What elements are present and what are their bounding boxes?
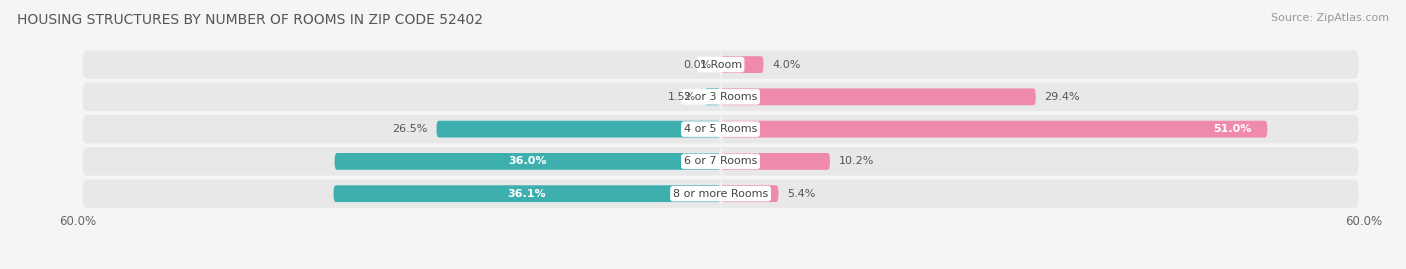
FancyBboxPatch shape — [83, 147, 1358, 176]
Text: 26.5%: 26.5% — [392, 124, 427, 134]
FancyBboxPatch shape — [721, 153, 830, 170]
FancyBboxPatch shape — [83, 115, 1358, 143]
Text: 1.5%: 1.5% — [668, 92, 696, 102]
Text: 0.0%: 0.0% — [683, 59, 711, 70]
Text: 4.0%: 4.0% — [772, 59, 800, 70]
FancyBboxPatch shape — [83, 50, 1358, 79]
Text: 5.4%: 5.4% — [787, 189, 815, 199]
FancyBboxPatch shape — [83, 83, 1358, 111]
Text: 4 or 5 Rooms: 4 or 5 Rooms — [683, 124, 758, 134]
Text: 8 or more Rooms: 8 or more Rooms — [673, 189, 768, 199]
FancyBboxPatch shape — [335, 153, 721, 170]
FancyBboxPatch shape — [436, 121, 721, 137]
FancyBboxPatch shape — [721, 121, 1267, 137]
FancyBboxPatch shape — [721, 89, 1036, 105]
Text: 36.0%: 36.0% — [509, 156, 547, 167]
FancyBboxPatch shape — [333, 185, 721, 202]
Text: 2 or 3 Rooms: 2 or 3 Rooms — [683, 92, 758, 102]
Text: Source: ZipAtlas.com: Source: ZipAtlas.com — [1271, 13, 1389, 23]
FancyBboxPatch shape — [83, 179, 1358, 208]
FancyBboxPatch shape — [704, 89, 721, 105]
FancyBboxPatch shape — [721, 185, 779, 202]
FancyBboxPatch shape — [721, 56, 763, 73]
Text: 36.1%: 36.1% — [508, 189, 547, 199]
Text: 1 Room: 1 Room — [700, 59, 741, 70]
Text: 6 or 7 Rooms: 6 or 7 Rooms — [683, 156, 758, 167]
Text: 10.2%: 10.2% — [838, 156, 875, 167]
Text: 51.0%: 51.0% — [1213, 124, 1251, 134]
Text: HOUSING STRUCTURES BY NUMBER OF ROOMS IN ZIP CODE 52402: HOUSING STRUCTURES BY NUMBER OF ROOMS IN… — [17, 13, 482, 27]
Text: 29.4%: 29.4% — [1045, 92, 1080, 102]
